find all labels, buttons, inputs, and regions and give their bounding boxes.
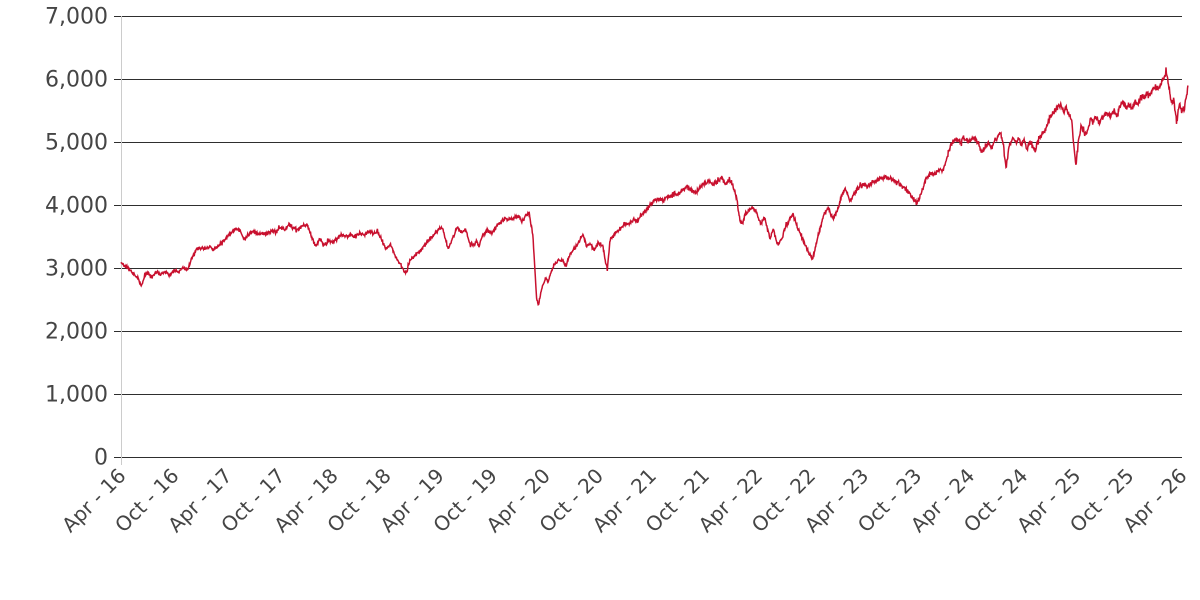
y-axis-labels: 0 1,000 2,000 3,000 4,000 5,000 6,000 7,000 <box>45 5 108 471</box>
y-axis-label: 0 <box>94 446 108 471</box>
price-line-series <box>120 67 1189 307</box>
y-axis-label: 1,000 <box>45 383 108 408</box>
y-axis-label: 5,000 <box>45 131 108 156</box>
y-axis-label: 3,000 <box>45 257 108 282</box>
y-axis-label: 2,000 <box>45 320 108 345</box>
y-axis-label: 4,000 <box>45 194 108 219</box>
gridlines-group <box>114 16 1182 458</box>
y-axis-label: 6,000 <box>45 68 108 93</box>
y-axis-label: 7,000 <box>45 5 108 30</box>
